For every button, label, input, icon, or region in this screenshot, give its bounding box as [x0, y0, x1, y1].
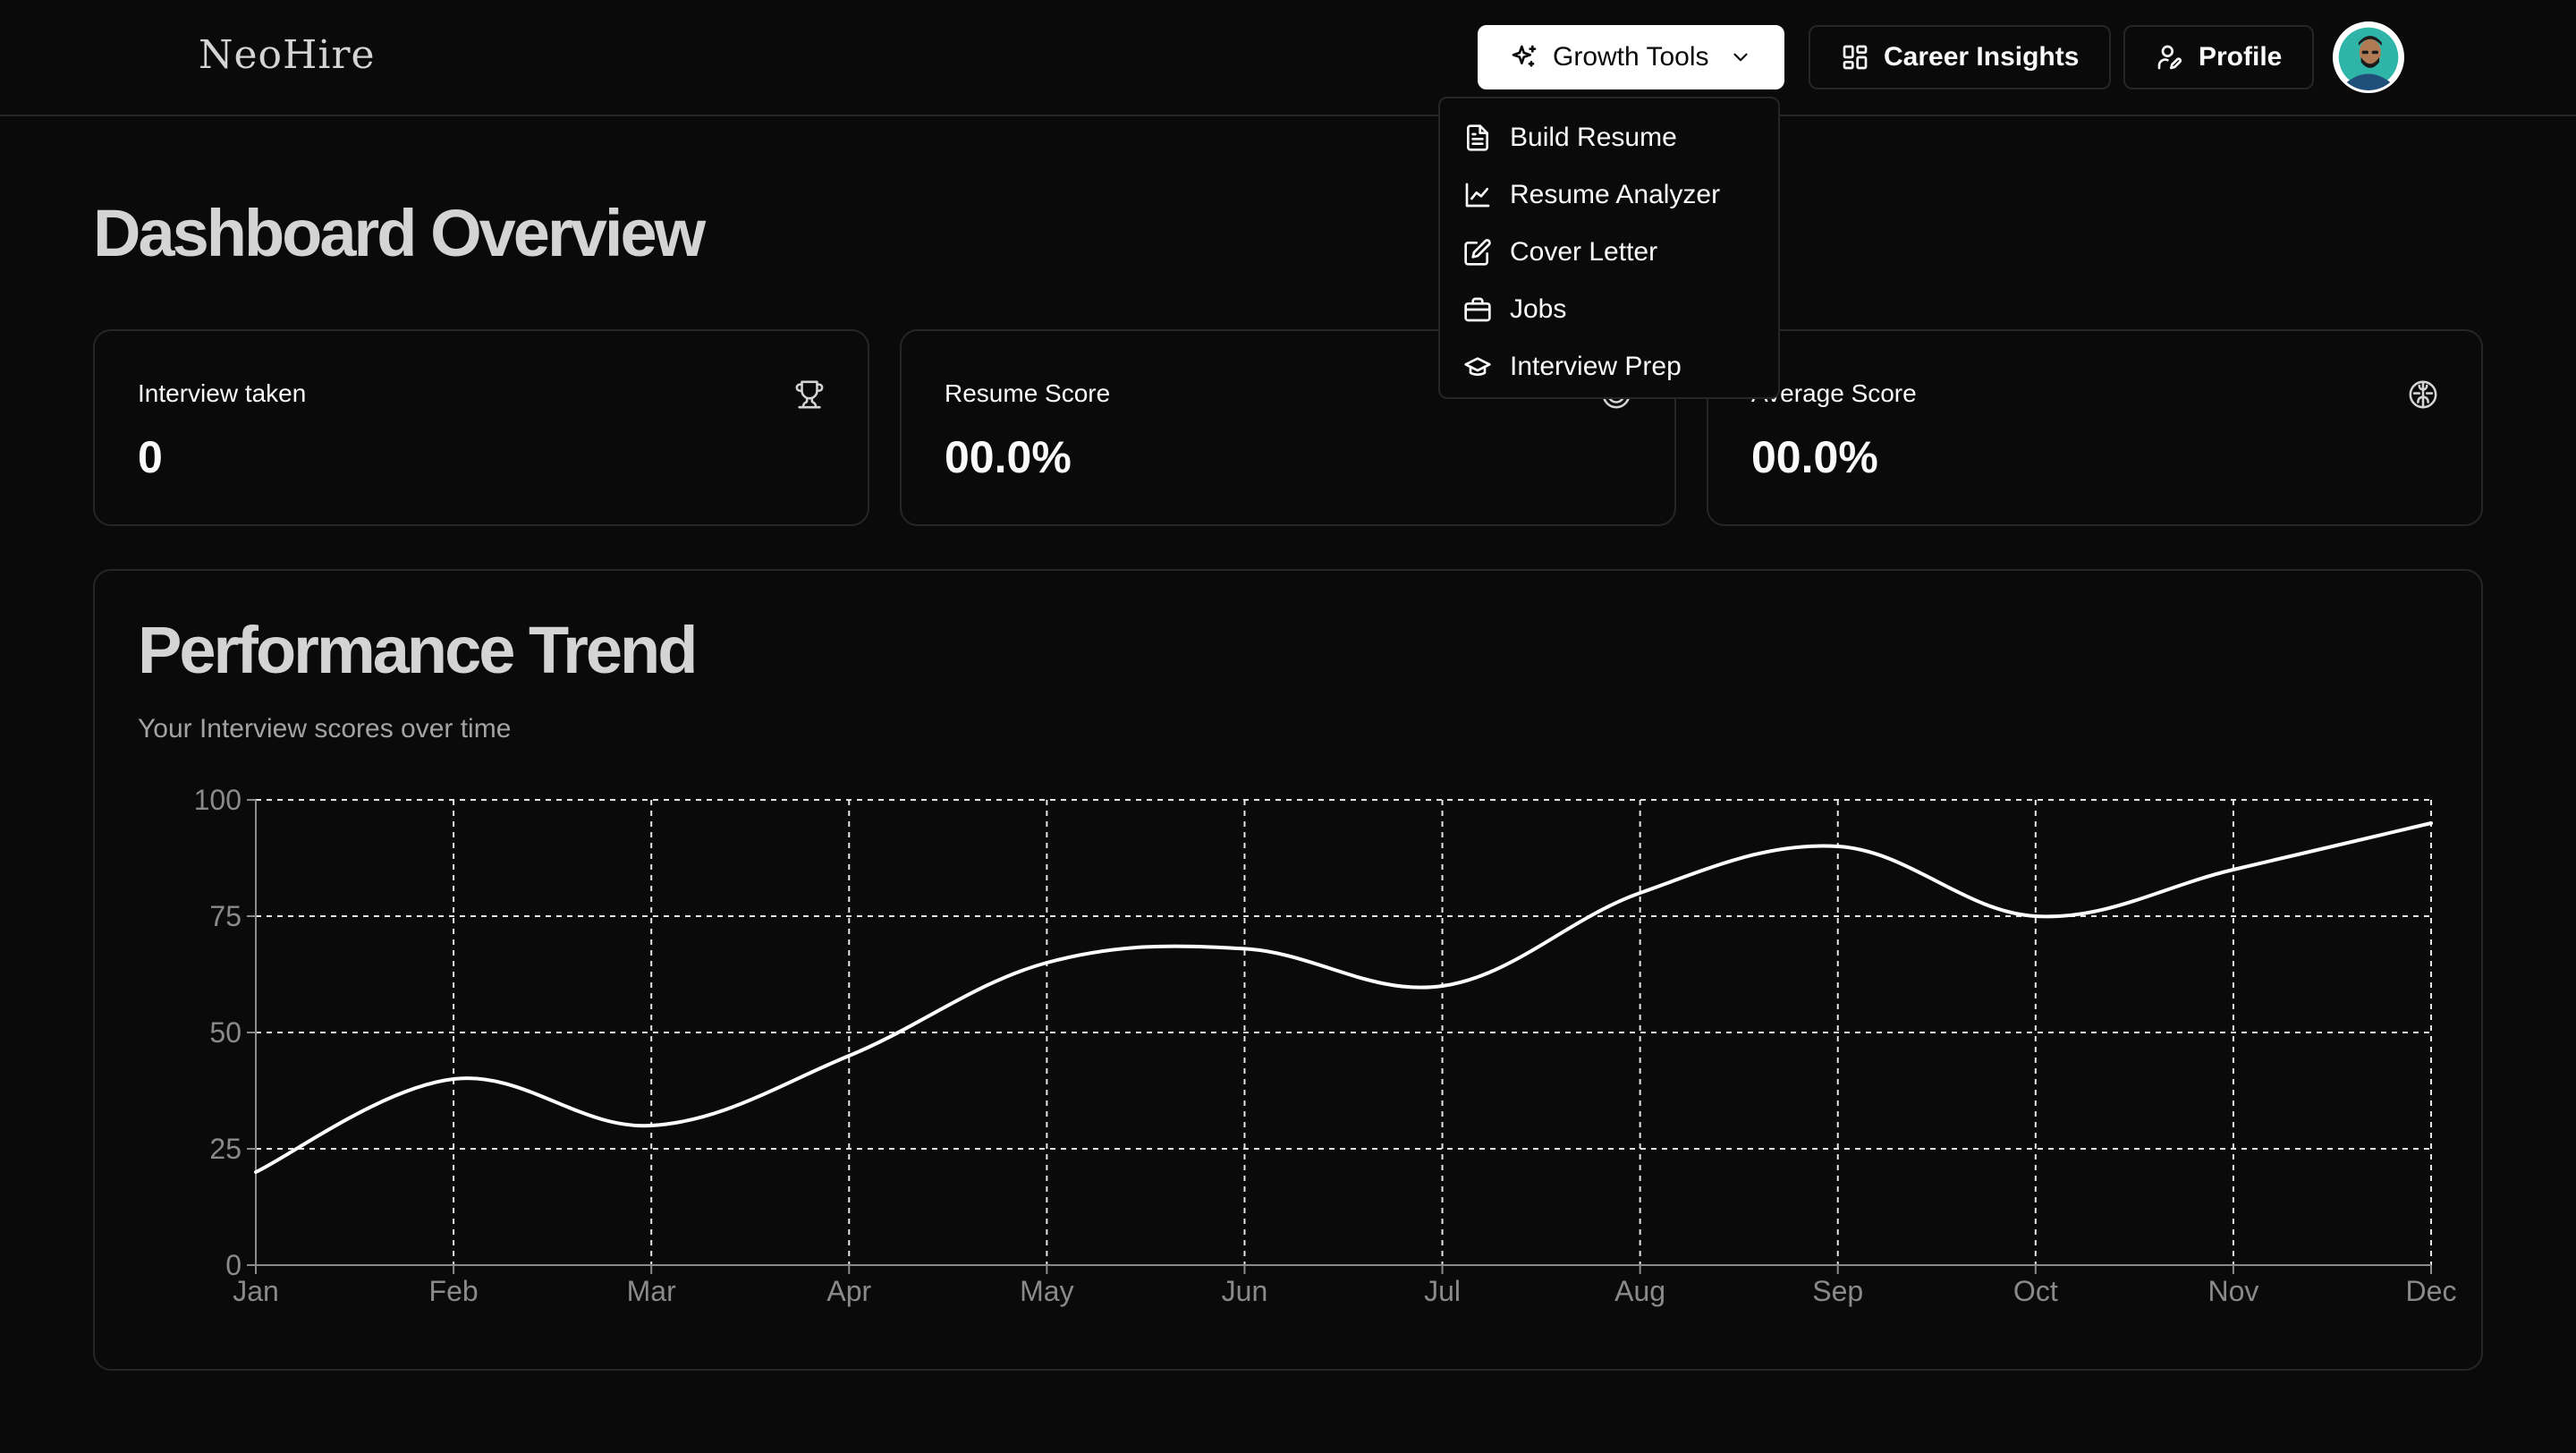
page-title: Dashboard Overview [93, 196, 706, 270]
y-tick-label: 0 [225, 1249, 242, 1281]
performance-line-chart: 0 25 50 75 100 Jan Feb Mar Apr May Jun Jul Aug Sep Oct… [194, 784, 2457, 1307]
stat-value: 00.0% [1751, 432, 1878, 482]
career-insights-button[interactable]: Career Insights [1809, 25, 2112, 89]
sparkles-icon [1512, 45, 1537, 67]
menu-item-label: Build Resume [1510, 123, 1677, 152]
growth-tools-label: Growth Tools [1553, 42, 1709, 72]
menu-item-label: Jobs [1510, 294, 1567, 324]
performance-trend-card: Performance Trend Your Interview scores … [93, 569, 2483, 1371]
x-tick-label: Aug [1614, 1275, 1665, 1307]
graduation-cap-icon [1464, 357, 1491, 376]
series-line [254, 821, 2433, 1174]
x-tick-label: Apr [826, 1275, 871, 1307]
app-logo[interactable]: NeoHire [199, 32, 376, 78]
line-chart-icon [1465, 183, 1490, 208]
brain-icon [2409, 380, 2437, 409]
y-tick-label: 100 [194, 784, 242, 816]
stat-value: 00.0% [945, 432, 1072, 482]
profile-button[interactable]: Profile [2123, 25, 2315, 89]
y-tick-label: 75 [209, 900, 242, 932]
menu-item-resume-analyzer[interactable]: Resume Analyzer [1440, 166, 1778, 224]
y-tick-label: 50 [209, 1016, 242, 1049]
layout-grid-icon [1843, 45, 1868, 70]
x-tick-label: Jul [1424, 1275, 1461, 1307]
avatar[interactable] [2333, 21, 2404, 93]
x-tick-label: Feb [429, 1275, 479, 1307]
stat-label: Resume Score [945, 379, 1111, 407]
menu-item-jobs[interactable]: Jobs [1440, 281, 1778, 338]
avatar-image [2335, 24, 2402, 90]
edit-icon [1464, 239, 1491, 266]
x-tick-label: Jun [1222, 1275, 1268, 1307]
stat-card-interviews: Interview taken 0 [93, 329, 869, 526]
stat-value: 0 [138, 432, 163, 482]
chart-title: Performance Trend [138, 613, 698, 687]
x-tick-label: Mar [627, 1275, 676, 1307]
menu-item-label: Cover Letter [1510, 237, 1658, 267]
stat-card-average-score: Average Score 00.0% [1707, 329, 2483, 526]
menu-item-label: Interview Prep [1510, 352, 1682, 381]
x-tick-label: Sep [1812, 1275, 1863, 1307]
profile-label: Profile [2199, 42, 2283, 72]
menu-item-interview-prep[interactable]: Interview Prep [1440, 338, 1778, 395]
stat-label: Interview taken [138, 379, 307, 407]
x-tick-label: Nov [2207, 1275, 2258, 1307]
growth-tools-button[interactable]: Growth Tools [1478, 25, 1784, 89]
briefcase-icon [1464, 297, 1491, 322]
menu-item-build-resume[interactable]: Build Resume [1440, 109, 1778, 166]
file-text-icon [1467, 124, 1488, 151]
trophy-icon [795, 380, 824, 409]
x-tick-label: Dec [2406, 1275, 2457, 1307]
growth-tools-dropdown: Build Resume Resume Analyzer Cover Lette… [1438, 97, 1780, 399]
top-navbar: NeoHire Growth Tools Career Insights [0, 0, 2576, 116]
x-tick-label: Oct [2013, 1275, 2058, 1307]
y-tick-label: 25 [209, 1133, 242, 1165]
x-tick-label: Jan [233, 1275, 279, 1307]
menu-item-label: Resume Analyzer [1510, 180, 1721, 209]
chevron-down-icon [1733, 53, 1748, 62]
chart-subtitle: Your Interview scores over time [138, 714, 512, 743]
career-insights-label: Career Insights [1884, 42, 2080, 72]
user-pen-icon [2157, 45, 2182, 70]
menu-item-cover-letter[interactable]: Cover Letter [1440, 224, 1778, 281]
x-tick-label: May [1020, 1275, 1073, 1307]
